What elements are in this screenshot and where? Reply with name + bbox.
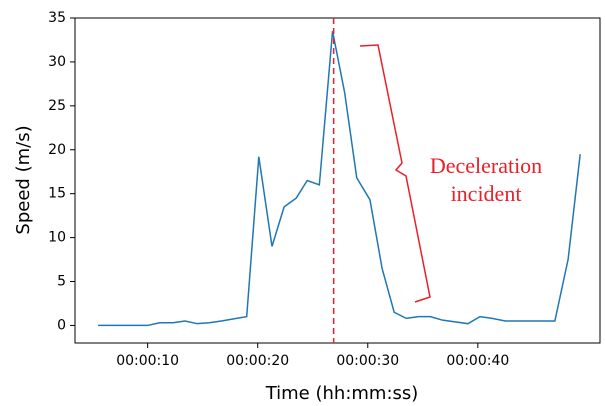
x-tick-label: 00:00:10	[116, 353, 179, 369]
x-tick-label: 00:00:20	[226, 353, 289, 369]
y-tick-label: 35	[48, 10, 66, 26]
data-line	[98, 31, 581, 327]
x-tick-label: 00:00:30	[336, 353, 399, 369]
y-tick-label: 15	[48, 186, 66, 202]
y-tick-label: 20	[48, 142, 66, 158]
x-axis-label: Time (hh:mm:ss)	[265, 383, 419, 404]
bracket	[359, 44, 431, 303]
annotation: incident	[451, 181, 522, 206]
y-tick-label: 25	[48, 98, 66, 114]
y-tick-label: 0	[57, 317, 66, 333]
plot-frame	[74, 17, 601, 344]
y-tick-label: 10	[48, 230, 66, 246]
y-tick-label: 30	[48, 54, 66, 70]
y-tick-label: 5	[57, 274, 66, 290]
x-tick-label: 00:00:40	[446, 353, 509, 369]
annotation: Deceleration	[430, 153, 542, 178]
y-axis-label: Speed (m/s)	[13, 125, 34, 234]
